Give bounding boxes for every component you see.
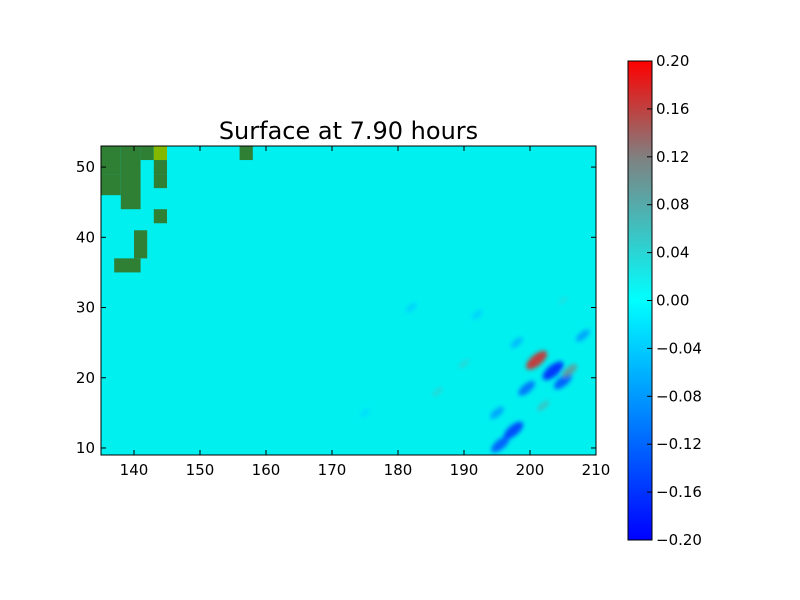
x-tick-label: 150 (186, 461, 215, 479)
surface-feature (503, 421, 524, 440)
colorbar-tick-label: 0.16 (656, 100, 689, 118)
land-cell (114, 258, 141, 273)
colorbar-tick-label: 0.12 (656, 148, 689, 166)
y-tick-label: 40 (76, 228, 95, 246)
colorbar-tick-label: −0.12 (656, 435, 702, 453)
colorbar-tick-label: 0.04 (656, 244, 689, 262)
x-tick-label: 170 (318, 461, 347, 479)
x-tick-label: 190 (450, 461, 479, 479)
land-cell (153, 209, 167, 224)
surface-feature (471, 309, 483, 320)
colorbar-tick-label: −0.08 (656, 387, 702, 405)
y-tick-label: 20 (76, 369, 95, 387)
colorbar-tick-label: 0.00 (656, 292, 689, 310)
colorbar: 0.20 0.16 0.12 0.08 0.04 0.00 −0.04 −0.08 −0.12 −… (627, 52, 702, 549)
colorbar-tick-label: −0.16 (656, 483, 702, 501)
x-tick-label: 160 (252, 461, 281, 479)
x-tick-label: 200 (516, 461, 545, 479)
land-cell (239, 146, 253, 161)
surface-feature (432, 387, 443, 397)
land-cell (153, 174, 167, 189)
land-cell (153, 160, 167, 175)
colorbar-tick-label: −0.20 (656, 531, 702, 549)
surface-feature (557, 296, 569, 305)
surface-feature (518, 380, 536, 396)
surface-feature (537, 400, 550, 412)
land-cell (101, 174, 121, 196)
surface-feature (458, 358, 470, 369)
colorbar-tick-label: −0.04 (656, 339, 702, 357)
land-cell (153, 146, 167, 161)
surface-feature (553, 373, 573, 390)
surface-feature (562, 364, 578, 378)
colorbar-tick-label: 0.08 (656, 196, 689, 214)
y-tick-label: 30 (76, 299, 95, 317)
y-tick-label: 50 (76, 158, 95, 176)
y-axis: 10 20 30 40 50 (76, 158, 596, 457)
surface-feature (405, 302, 417, 313)
surface-feature (490, 406, 504, 419)
surface-feature (491, 436, 510, 453)
surface-feature (575, 329, 590, 342)
land-cell (140, 146, 154, 161)
land-cell (134, 230, 148, 259)
surface-feature (359, 408, 371, 418)
y-tick-label: 10 (76, 439, 95, 457)
surface-features (359, 296, 590, 453)
colorbar-ticks: 0.20 0.16 0.12 0.08 0.04 0.00 −0.04 −0.08 −0.12 −… (647, 52, 702, 549)
colorbar-tick-label: 0.20 (656, 52, 689, 70)
surface-feature (510, 337, 523, 349)
land-cell (120, 146, 141, 210)
x-tick-label: 210 (582, 461, 611, 479)
x-tick-label: 180 (384, 461, 413, 479)
plot-frame (100, 145, 597, 456)
chart-title: Surface at 7.90 hours (219, 117, 478, 145)
ocean-background (101, 146, 596, 455)
surface-feature (542, 361, 564, 381)
plot-area (100, 145, 597, 456)
land-cell (101, 146, 121, 175)
surface-feature (526, 350, 548, 370)
x-axis: 140 150 160 170 180 190 200 210 (120, 146, 611, 479)
x-tick-label: 140 (120, 461, 149, 479)
